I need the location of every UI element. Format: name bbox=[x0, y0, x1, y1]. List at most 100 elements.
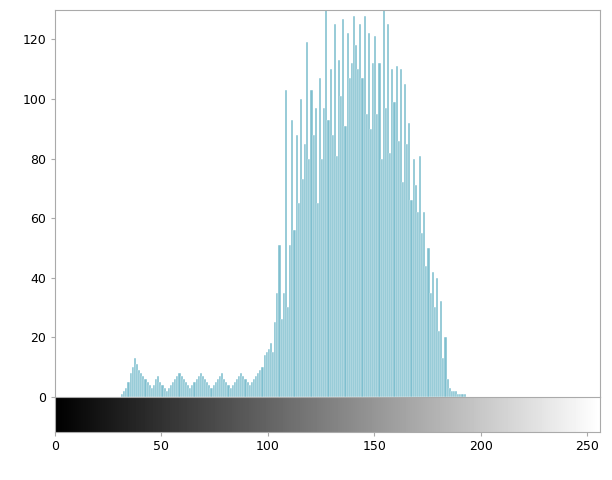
Bar bbox=[408, 123, 411, 397]
Bar bbox=[412, 158, 415, 397]
Bar bbox=[264, 355, 266, 397]
Bar bbox=[387, 24, 389, 397]
Bar bbox=[378, 63, 381, 397]
Bar bbox=[336, 156, 338, 397]
Bar bbox=[364, 15, 366, 397]
Bar bbox=[291, 120, 293, 397]
Bar bbox=[304, 144, 306, 397]
Bar bbox=[157, 376, 159, 397]
Bar bbox=[440, 301, 442, 397]
Bar bbox=[319, 78, 321, 397]
Bar bbox=[449, 388, 451, 397]
Bar bbox=[123, 391, 125, 397]
Bar bbox=[308, 158, 310, 397]
Bar bbox=[346, 34, 349, 397]
Bar bbox=[434, 308, 436, 397]
Bar bbox=[170, 385, 172, 397]
Bar bbox=[261, 367, 264, 397]
Bar bbox=[144, 379, 146, 397]
Bar bbox=[195, 379, 198, 397]
Bar bbox=[200, 373, 202, 397]
Bar bbox=[419, 156, 421, 397]
Bar bbox=[357, 69, 359, 397]
Bar bbox=[395, 66, 398, 397]
Bar bbox=[163, 388, 166, 397]
Bar bbox=[189, 388, 191, 397]
Bar bbox=[236, 379, 238, 397]
Bar bbox=[121, 394, 123, 397]
Bar bbox=[302, 180, 304, 397]
Bar bbox=[285, 90, 287, 397]
Bar bbox=[296, 135, 297, 397]
Bar bbox=[185, 382, 187, 397]
Bar bbox=[166, 391, 168, 397]
Bar bbox=[389, 153, 391, 397]
Bar bbox=[198, 376, 200, 397]
Bar bbox=[289, 245, 291, 397]
Bar bbox=[353, 15, 355, 397]
Bar bbox=[234, 382, 236, 397]
Bar bbox=[143, 376, 144, 397]
Bar bbox=[228, 385, 230, 397]
Bar bbox=[300, 99, 302, 397]
Bar bbox=[257, 373, 259, 397]
Bar bbox=[244, 379, 247, 397]
Bar bbox=[355, 45, 357, 397]
Bar bbox=[447, 379, 449, 397]
Bar bbox=[372, 63, 374, 397]
Bar bbox=[457, 394, 460, 397]
Bar bbox=[266, 352, 268, 397]
Bar bbox=[204, 379, 206, 397]
Bar bbox=[351, 63, 353, 397]
Bar bbox=[326, 10, 327, 397]
Bar bbox=[215, 382, 217, 397]
Bar bbox=[431, 272, 434, 397]
Bar bbox=[238, 376, 240, 397]
Bar bbox=[270, 343, 272, 397]
Bar bbox=[404, 84, 406, 397]
Bar bbox=[394, 102, 395, 397]
Bar bbox=[417, 212, 419, 397]
Bar bbox=[338, 60, 340, 397]
Bar bbox=[359, 24, 362, 397]
Bar bbox=[385, 108, 387, 397]
Bar bbox=[208, 385, 211, 397]
Bar bbox=[368, 34, 370, 397]
Bar bbox=[423, 212, 425, 397]
Bar bbox=[268, 349, 270, 397]
Bar bbox=[155, 379, 157, 397]
Bar bbox=[342, 19, 345, 397]
Bar bbox=[374, 36, 376, 397]
Bar bbox=[240, 373, 242, 397]
Bar bbox=[411, 200, 412, 397]
Bar bbox=[281, 319, 283, 397]
Bar bbox=[438, 331, 440, 397]
Bar bbox=[125, 388, 127, 397]
Bar bbox=[436, 277, 438, 397]
Bar bbox=[362, 78, 364, 397]
Bar bbox=[464, 394, 466, 397]
Bar bbox=[193, 382, 195, 397]
Bar bbox=[151, 388, 153, 397]
Bar bbox=[251, 382, 253, 397]
Bar bbox=[211, 388, 212, 397]
Bar bbox=[191, 385, 193, 397]
Bar bbox=[223, 379, 225, 397]
Bar bbox=[321, 158, 323, 397]
Bar bbox=[219, 376, 221, 397]
Bar bbox=[381, 158, 382, 397]
Bar bbox=[202, 376, 204, 397]
Bar bbox=[460, 394, 461, 397]
Bar bbox=[221, 373, 223, 397]
Bar bbox=[334, 24, 336, 397]
Bar bbox=[174, 379, 176, 397]
Bar bbox=[181, 376, 183, 397]
Bar bbox=[310, 90, 313, 397]
Bar bbox=[287, 308, 289, 397]
Bar bbox=[317, 203, 319, 397]
Bar bbox=[179, 373, 181, 397]
Bar bbox=[297, 203, 300, 397]
Bar bbox=[323, 108, 326, 397]
Bar bbox=[176, 376, 179, 397]
Bar bbox=[217, 379, 219, 397]
